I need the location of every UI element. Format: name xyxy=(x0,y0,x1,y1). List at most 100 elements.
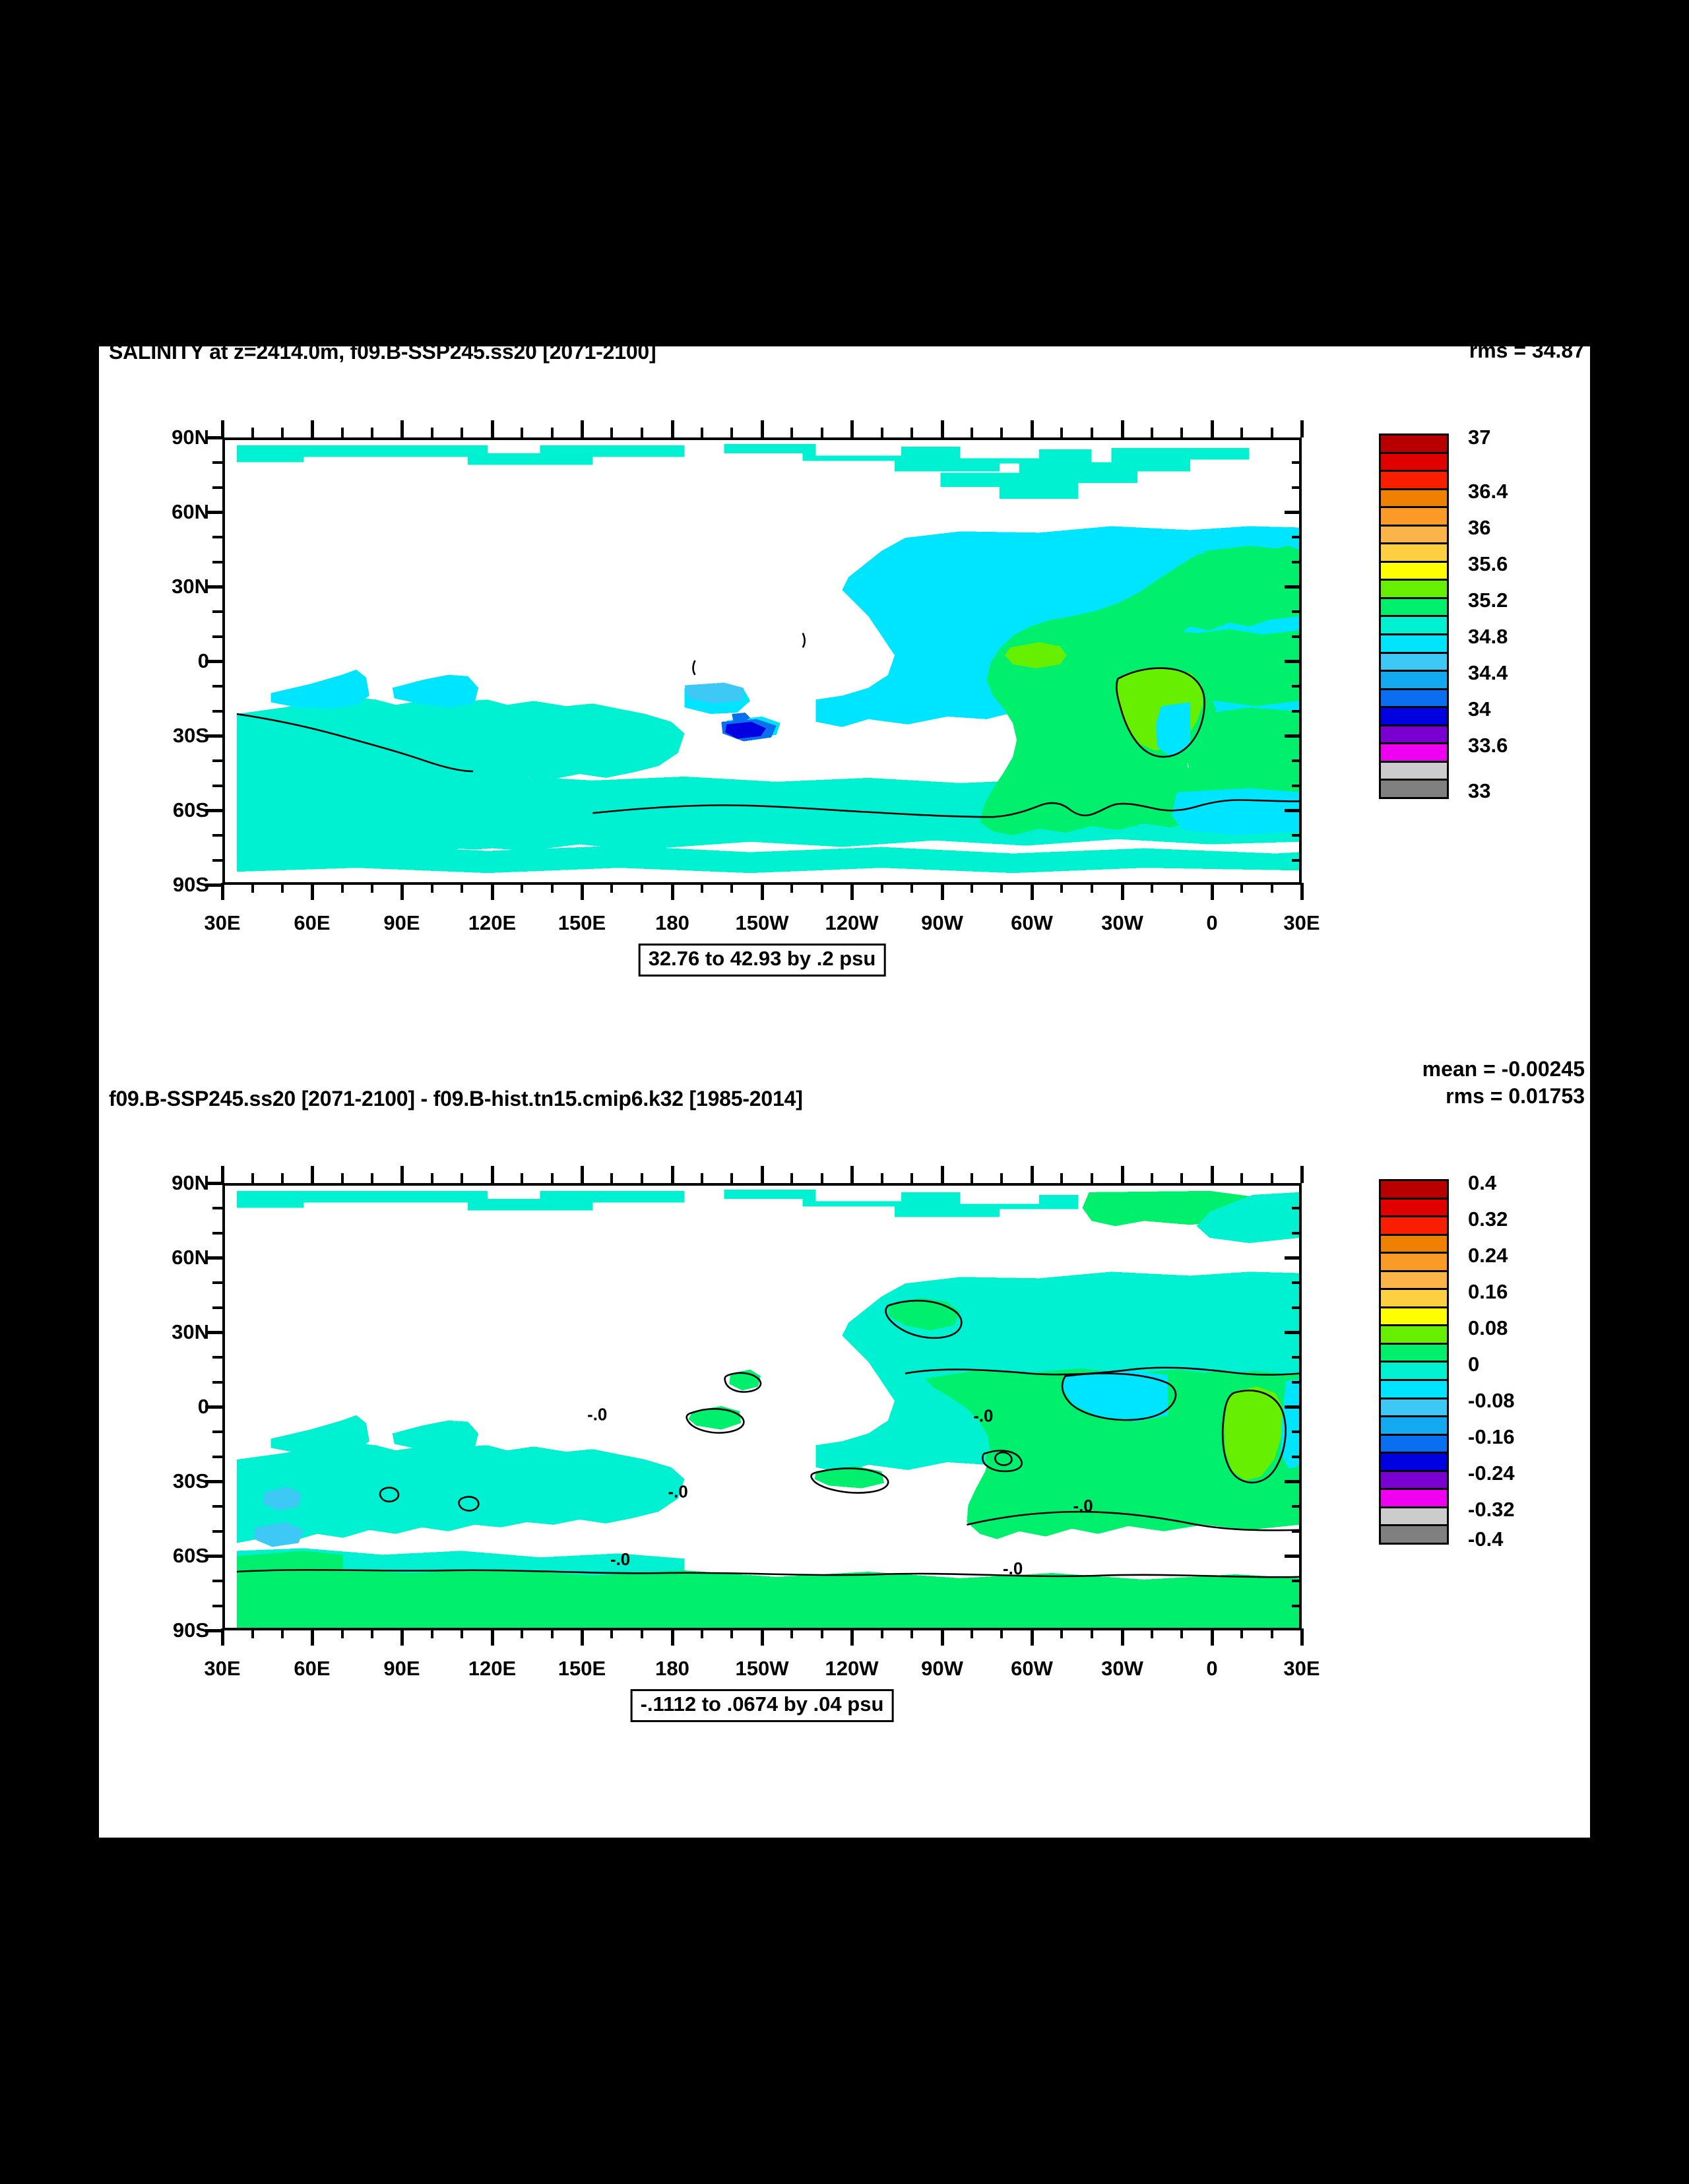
x-tick-major-bottom xyxy=(1211,1628,1214,1646)
colorbar-band xyxy=(1381,435,1447,454)
y-tick-minor-right xyxy=(1292,785,1302,787)
colorbar-band xyxy=(1381,653,1447,672)
cbar-label: 34 xyxy=(1468,697,1491,721)
colorbar-band xyxy=(1381,490,1447,509)
colorbar-band xyxy=(1381,1181,1447,1200)
x-tick-minor-top xyxy=(730,428,733,437)
x-tick-minor-top xyxy=(971,1173,973,1183)
y-tick-major xyxy=(205,1331,222,1334)
x-tick-minor-top xyxy=(371,1173,373,1183)
x-tick-major-bottom xyxy=(221,883,224,900)
colorbar-band xyxy=(1381,690,1447,709)
x-tick-minor-bottom xyxy=(1151,883,1153,893)
contour-label: -.0 xyxy=(1003,1560,1023,1578)
y-label-60N: 60N xyxy=(172,500,209,523)
panel-2-stats: mean = -0.00245 rms = 0.01753 xyxy=(1422,1056,1585,1110)
cbar-label: 0.32 xyxy=(1468,1207,1508,1231)
colorbar-band xyxy=(1381,635,1447,654)
x-tick-major-top xyxy=(761,420,764,437)
cbar-label: -0.16 xyxy=(1468,1425,1515,1448)
y-label-90N: 90N xyxy=(172,426,209,449)
x-tick-minor-bottom xyxy=(1180,883,1183,893)
panel-1-stats: mean = 34.86 rms = 34.87 xyxy=(1453,310,1585,364)
x-tick-minor-bottom xyxy=(1060,883,1063,893)
x-tick-minor-bottom xyxy=(1240,883,1243,893)
x-tick-minor-bottom xyxy=(251,1628,254,1638)
x-tick-minor-top xyxy=(790,428,793,437)
y-tick-minor xyxy=(212,610,222,613)
y-tick-minor xyxy=(212,834,222,837)
x-tick-major-top xyxy=(1211,420,1214,437)
x-tick-minor-bottom xyxy=(1180,1628,1183,1638)
x-tick-minor-top xyxy=(1060,1173,1063,1183)
x-tick-minor-top xyxy=(910,428,913,437)
y-tick-major xyxy=(205,1555,222,1558)
x-tick-minor-bottom xyxy=(251,883,254,893)
x-label-30E-end: 30E xyxy=(1283,911,1320,934)
y-tick-major xyxy=(205,1629,222,1632)
y-tick-minor xyxy=(212,859,222,862)
x-tick-minor-top xyxy=(281,428,284,437)
x-label-150E: 150E xyxy=(558,1657,606,1680)
colorbar-band xyxy=(1381,1435,1447,1454)
y-tick-major xyxy=(205,660,222,663)
x-tick-minor-bottom xyxy=(431,1628,433,1638)
x-tick-minor-bottom xyxy=(821,1628,823,1638)
x-tick-minor-bottom xyxy=(431,883,433,893)
x-tick-minor-bottom xyxy=(1091,1628,1093,1638)
x-tick-minor-top xyxy=(431,1173,433,1183)
panel-2-title: f09.B-SSP245.ss20 [2071-2100] - f09.B-hi… xyxy=(109,1087,803,1110)
cbar-label: 36 xyxy=(1468,516,1491,539)
y-tick-major-right xyxy=(1285,511,1302,514)
colorbar-band xyxy=(1381,1344,1447,1363)
y-tick-minor xyxy=(212,1580,222,1582)
x-label-150E: 150E xyxy=(558,911,606,934)
x-tick-major-top xyxy=(400,1166,404,1183)
y-tick-minor xyxy=(212,1456,222,1458)
y-tick-major-right xyxy=(1285,585,1302,589)
x-tick-minor-bottom xyxy=(1240,1628,1243,1638)
x-tick-minor-top xyxy=(1271,1173,1273,1183)
x-tick-major-bottom xyxy=(1300,1628,1304,1646)
x-tick-minor-top xyxy=(1240,428,1243,437)
x-tick-minor-top xyxy=(821,1173,823,1183)
x-tick-major-top xyxy=(581,1166,584,1183)
x-label-0: 0 xyxy=(1206,911,1218,934)
x-tick-minor-bottom xyxy=(521,1628,523,1638)
y-label-30S: 30S xyxy=(172,724,209,747)
x-label-180: 180 xyxy=(655,911,689,934)
colorbar-band xyxy=(1381,508,1447,527)
x-label-60W: 60W xyxy=(1011,911,1053,934)
x-tick-major-bottom xyxy=(671,1628,674,1646)
y-tick-major xyxy=(205,1480,222,1483)
x-tick-minor-bottom xyxy=(910,883,913,893)
y-tick-major xyxy=(205,1256,222,1260)
x-tick-minor-top xyxy=(701,1173,703,1183)
x-label-120E: 120E xyxy=(468,911,517,934)
y-tick-minor xyxy=(212,759,222,762)
panel-1-rms: rms = 34.87 xyxy=(1469,338,1585,362)
colorbar-band xyxy=(1381,472,1447,490)
x-tick-major-bottom xyxy=(761,1628,764,1646)
panel-2-colorbar xyxy=(1379,1179,1449,1545)
colorbar-band xyxy=(1381,1417,1447,1436)
x-tick-minor-top xyxy=(461,1173,463,1183)
y-tick-minor-right xyxy=(1292,486,1302,489)
x-tick-minor-bottom xyxy=(610,1628,613,1638)
x-tick-minor-bottom xyxy=(371,883,373,893)
y-tick-major xyxy=(205,883,222,887)
x-tick-minor-top xyxy=(881,428,883,437)
x-tick-major-top xyxy=(1031,420,1034,437)
y-tick-major xyxy=(205,1182,222,1185)
y-tick-minor xyxy=(212,635,222,638)
x-tick-minor-top xyxy=(610,428,613,437)
x-tick-major-top xyxy=(941,420,944,437)
cbar-label: 0.16 xyxy=(1468,1280,1508,1303)
cbar-label: 0 xyxy=(1468,1353,1480,1376)
x-tick-major-top xyxy=(1211,1166,1214,1183)
colorbar-band xyxy=(1381,598,1447,618)
x-tick-major-top xyxy=(1300,420,1304,437)
contour-label: -.0 xyxy=(973,1407,993,1426)
x-tick-minor-bottom xyxy=(341,883,344,893)
y-tick-minor xyxy=(212,785,222,787)
